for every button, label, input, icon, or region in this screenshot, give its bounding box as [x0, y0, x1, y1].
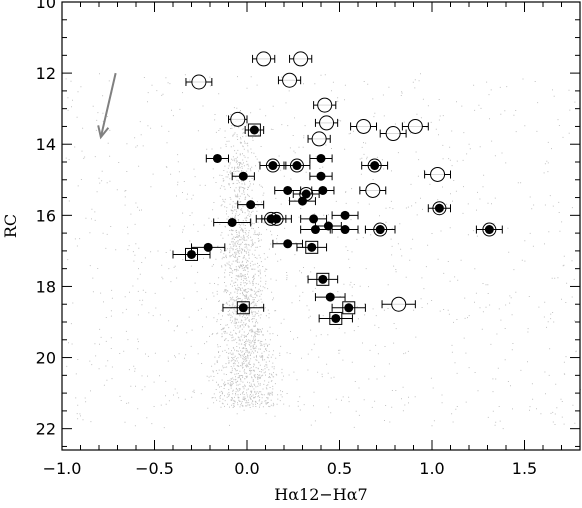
- open-point: [430, 166, 446, 182]
- filled-point: [268, 161, 278, 171]
- circled-point-ring: [367, 158, 382, 173]
- open-point: [282, 72, 298, 88]
- open-point: [319, 115, 335, 131]
- filled-point: [292, 161, 302, 171]
- open-point: [256, 51, 272, 67]
- circled-point-ring: [373, 222, 388, 237]
- square-point-frame: [329, 311, 343, 325]
- open-point: [293, 51, 309, 67]
- filled-point: [187, 249, 196, 259]
- square-point-frame: [342, 301, 356, 315]
- open-point: [385, 126, 401, 142]
- filled-point: [246, 200, 256, 210]
- x-tick-label: −1.0: [43, 459, 82, 478]
- circled-point-ring: [289, 158, 304, 173]
- filled-point: [344, 303, 354, 313]
- filled-point: [331, 313, 341, 323]
- open-point: [365, 182, 381, 198]
- y-tick-label: 12: [36, 64, 56, 83]
- y-tick-label: 22: [36, 420, 56, 439]
- circled-point-ring: [299, 187, 314, 201]
- filled-point: [323, 221, 333, 231]
- circled-point-ring: [432, 201, 447, 216]
- filled-point: [309, 214, 319, 224]
- filled-point: [283, 239, 293, 249]
- x-axis-title: Hα12−Hα7: [274, 485, 367, 504]
- square-point-frame: [316, 272, 330, 286]
- filled-point: [484, 225, 494, 235]
- open-point: [311, 131, 327, 147]
- filled-point: [238, 303, 248, 313]
- x-tick-label: 0.5: [327, 459, 352, 478]
- circled-point-ring: [269, 211, 284, 226]
- y-tick-label: 16: [36, 206, 56, 225]
- open-point: [391, 296, 407, 312]
- filled-point: [340, 225, 350, 235]
- filled-point: [212, 153, 222, 163]
- axis-ticks: [61, 1, 581, 450]
- reddening-arrow-head: [97, 125, 110, 140]
- y-tick-label: 18: [36, 277, 56, 296]
- circled-point-ring: [265, 158, 280, 173]
- circled-point-ring: [264, 211, 279, 226]
- filled-point: [325, 292, 335, 302]
- x-tick-label: 1.5: [512, 459, 537, 478]
- y-tick-label: 20: [36, 349, 56, 368]
- square-point-frame: [185, 247, 198, 261]
- filled-point: [316, 171, 326, 181]
- x-tick-label: 0.0: [234, 459, 259, 478]
- square-point-frame: [305, 240, 319, 254]
- filled-point: [238, 171, 248, 181]
- open-point: [356, 118, 372, 134]
- y-tick-label: 10: [36, 0, 56, 12]
- square-point-frame: [236, 301, 250, 315]
- open-point: [407, 118, 423, 134]
- filled-point: [227, 217, 237, 227]
- filled-point: [249, 125, 259, 135]
- reddening-arrow-shaft: [99, 72, 117, 138]
- filled-point: [301, 189, 311, 199]
- filled-point: [203, 242, 213, 252]
- open-point: [317, 97, 333, 113]
- filled-point: [434, 203, 444, 213]
- open-point: [191, 74, 207, 90]
- filled-point: [298, 196, 307, 206]
- filled-point: [340, 210, 350, 220]
- axis-tick-labels: −1.0 −0.5 0.0 0.5 1.0 1.5 10 12 14 16 18 20 22: [36, 0, 538, 478]
- x-tick-label: 1.0: [419, 459, 444, 478]
- reddening-vector: [97, 72, 117, 140]
- filled-point: [370, 161, 380, 171]
- x-tick-label: −0.5: [135, 459, 174, 478]
- circled-point-ring: [482, 222, 497, 237]
- filled-point: [375, 225, 385, 235]
- square-point-frame: [247, 123, 261, 137]
- filled-point: [283, 185, 293, 195]
- open-point: [230, 111, 246, 127]
- filled-point: [272, 214, 282, 224]
- data-markers: [185, 51, 497, 325]
- y-tick-label: 14: [36, 135, 56, 154]
- filled-point: [318, 185, 328, 195]
- y-axis-title: RC: [1, 214, 20, 238]
- filled-point: [318, 274, 328, 284]
- filled-point: [310, 225, 320, 235]
- filled-point: [307, 242, 317, 252]
- filled-point: [316, 153, 326, 163]
